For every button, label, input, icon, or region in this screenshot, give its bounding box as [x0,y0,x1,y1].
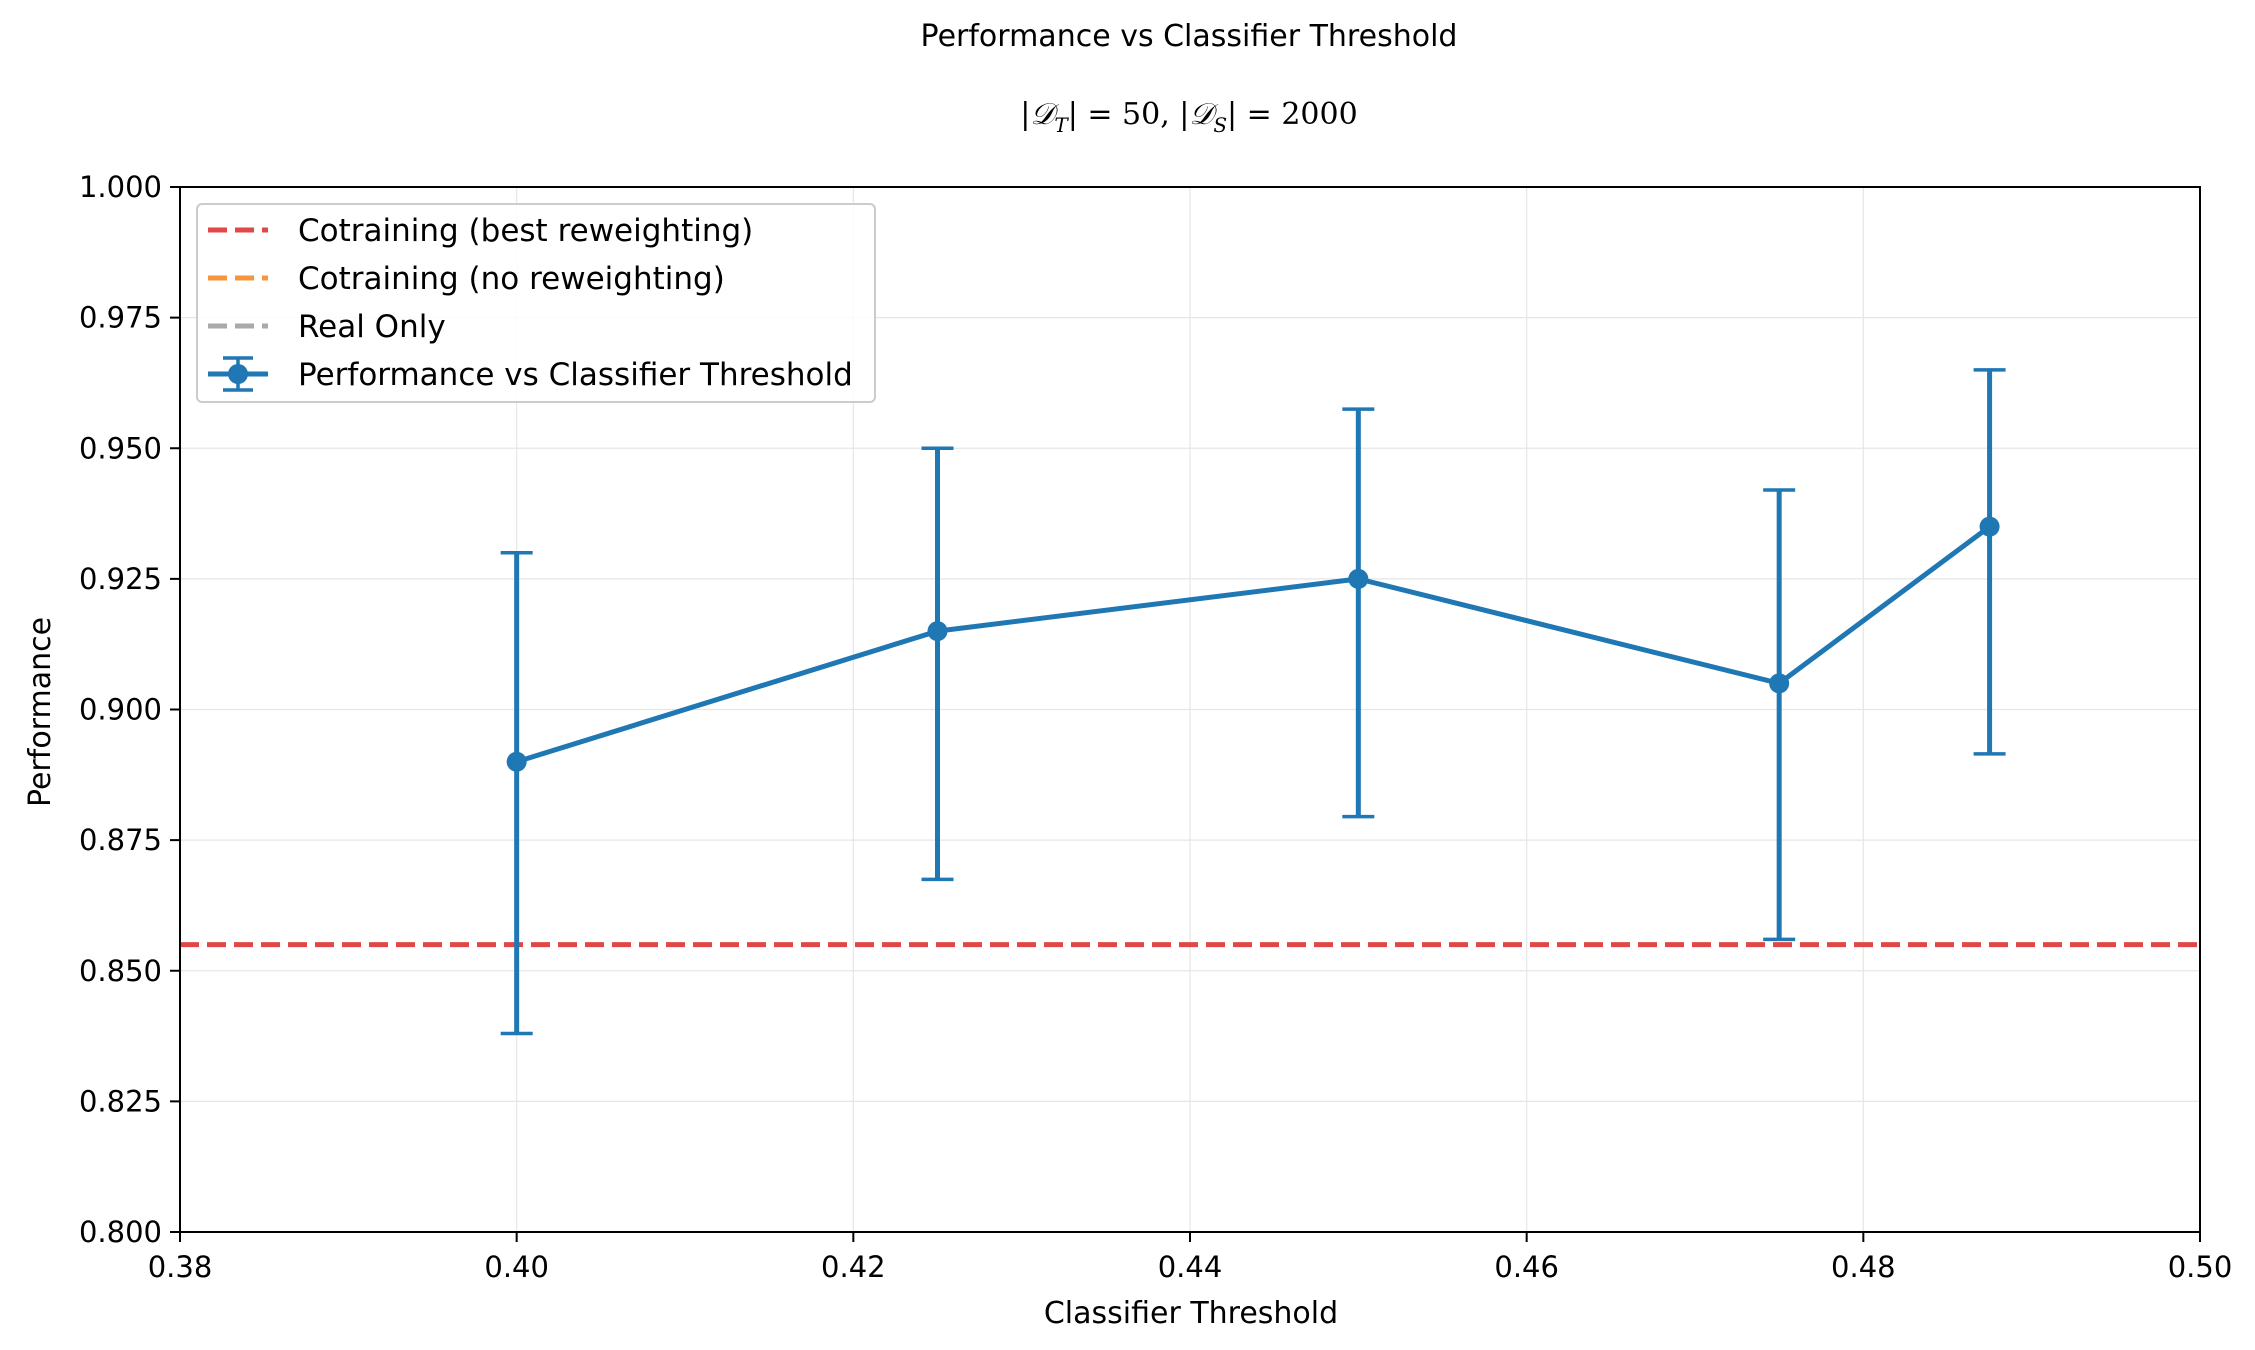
x-tick-label: 0.46 [1494,1250,1559,1284]
legend-label: Performance vs Classifier Threshold [298,357,853,393]
chart-title: Performance vs Classifier Threshold [921,19,1458,54]
y-tick-label: 0.950 [79,431,162,465]
y-tick-label: 0.975 [79,301,162,335]
legend-box [196,203,876,403]
legend-label: Real Only [298,309,446,345]
chart-subtitle: |𝒟T| = 50, |𝒟S| = 2000 [1020,97,1357,137]
legend-label: Cotraining (no reweighting) [298,261,725,297]
y-axis-ticks: 0.800 0.825 0.850 0.875 0.900 0.925 0.950 0.975… [79,170,180,1249]
x-tick-label: 0.50 [2168,1250,2233,1284]
x-axis-ticks: 0.38 0.40 0.42 0.44 0.46 0.48 0.50 [148,1232,2233,1284]
data-point [1979,516,2000,537]
y-tick-label: 0.800 [79,1215,162,1249]
y-tick-label: 0.925 [79,562,162,596]
x-tick-label: 0.42 [821,1250,886,1284]
y-tick-label: 0.825 [79,1084,162,1118]
legend: Cotraining (best reweighting) Cotraining … [196,203,876,403]
data-point [1348,568,1369,589]
data-point [1769,673,1790,694]
y-tick-label: 0.850 [79,954,162,988]
x-tick-label: 0.38 [148,1250,213,1284]
data-point [506,751,527,772]
y-axis-label: Performance [23,617,58,807]
legend-handle-marker [228,364,248,384]
data-series [500,368,2006,1036]
y-tick-label: 1.000 [79,170,162,204]
data-point [927,621,948,642]
legend-label: Cotraining (best reweighting) [298,213,753,249]
x-axis-label: Classifier Threshold [1044,1296,1338,1331]
y-tick-label: 0.900 [79,693,162,727]
y-tick-label: 0.875 [79,823,162,857]
x-tick-label: 0.44 [1158,1250,1223,1284]
x-tick-label: 0.40 [484,1250,549,1284]
x-tick-label: 0.48 [1831,1250,1896,1284]
